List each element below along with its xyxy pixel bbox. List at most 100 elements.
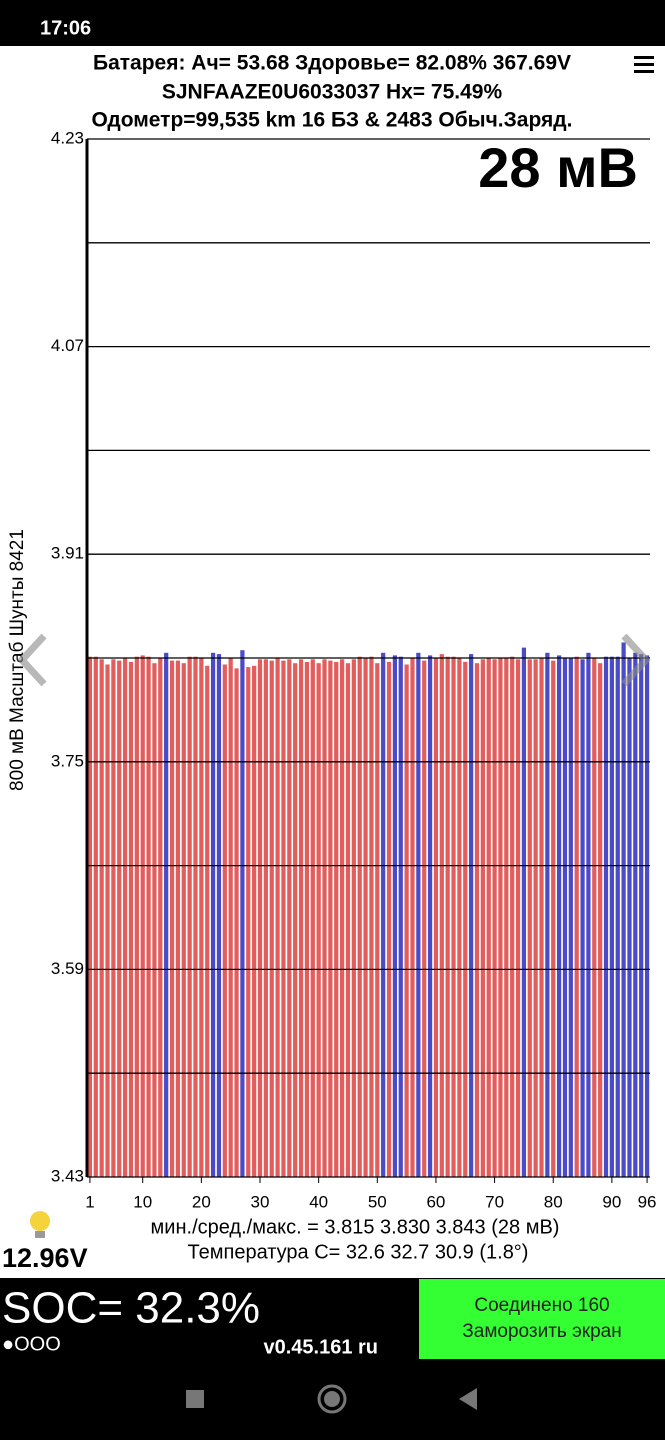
bar <box>111 659 116 1177</box>
bar <box>351 659 356 1177</box>
plot: 3.43 3.59 3.75 3.91 4.07 4.23 1 10 20 30 40 50 60 70 8… <box>51 128 657 1211</box>
bar <box>551 660 556 1177</box>
bar <box>480 659 485 1177</box>
bar <box>562 658 568 1177</box>
y-tick-label: 3.43 <box>51 1166 84 1185</box>
bar <box>117 660 122 1177</box>
bar <box>463 661 468 1177</box>
bar <box>199 658 204 1177</box>
bar <box>515 659 521 1177</box>
bar <box>246 667 251 1177</box>
bar <box>574 656 579 1177</box>
nav-back[interactable] <box>459 1388 477 1410</box>
x-tick-label: 70 <box>485 1192 504 1211</box>
bar <box>334 661 339 1177</box>
bar <box>123 658 128 1177</box>
bar <box>639 654 644 1177</box>
bar <box>533 659 538 1177</box>
bar <box>603 656 609 1177</box>
bar <box>304 661 310 1177</box>
bar <box>375 663 380 1177</box>
bar <box>193 656 198 1177</box>
bar <box>339 659 345 1177</box>
bar <box>386 661 392 1177</box>
dots: ●OOO <box>2 1333 61 1355</box>
bar <box>539 658 544 1177</box>
button-text: Заморозить экран <box>462 1321 621 1342</box>
x-tick-label: 90 <box>602 1192 621 1211</box>
bar <box>527 659 532 1177</box>
bar <box>310 659 315 1177</box>
bar <box>504 658 509 1177</box>
bar <box>87 656 93 1177</box>
bar <box>152 663 157 1177</box>
y-tick-label: 3.59 <box>51 959 84 978</box>
bar <box>644 655 650 1177</box>
prev-arrow[interactable] <box>17 633 47 687</box>
bar <box>158 658 163 1177</box>
button-text: Соединено 160 <box>474 1295 609 1316</box>
bar <box>128 661 134 1177</box>
bar <box>210 652 216 1177</box>
bar <box>580 659 585 1177</box>
y-tick-label: 4.23 <box>51 128 84 147</box>
bar <box>269 660 274 1177</box>
bar <box>521 647 527 1177</box>
bar <box>609 656 614 1177</box>
y-tick-label: 3.91 <box>51 544 84 563</box>
bar <box>545 652 550 1177</box>
x-tick-label: 50 <box>368 1192 387 1211</box>
bar <box>598 663 603 1177</box>
menu-icon[interactable] <box>634 56 654 73</box>
bar <box>592 658 597 1177</box>
bar <box>275 658 280 1177</box>
bar <box>281 660 286 1177</box>
bar <box>99 659 104 1177</box>
bulb-icon <box>30 1211 50 1238</box>
status-bar <box>0 0 665 46</box>
bar <box>363 658 368 1177</box>
bar <box>140 655 145 1177</box>
bar <box>298 659 304 1177</box>
bar <box>469 654 474 1177</box>
bar <box>287 659 292 1177</box>
bar <box>257 659 263 1177</box>
bar <box>181 663 186 1177</box>
bar <box>410 658 415 1177</box>
nav-home[interactable] <box>317 1384 347 1414</box>
bar <box>392 655 398 1177</box>
bar <box>263 659 268 1177</box>
bar <box>164 652 169 1177</box>
x-tick-label: 10 <box>133 1192 152 1211</box>
bar <box>457 658 462 1177</box>
bar <box>439 654 444 1177</box>
stats-line: мин./сред./макс. = 3.815 3.830 3.843 (28… <box>151 1216 560 1238</box>
y-tick-label: 4.07 <box>51 336 84 355</box>
nav-recent[interactable] <box>186 1390 204 1408</box>
bar <box>146 656 151 1177</box>
bar <box>293 663 298 1177</box>
nav-home-dot <box>324 1391 340 1407</box>
bar <box>134 656 139 1177</box>
x-tick-label: 20 <box>192 1192 211 1211</box>
header-line: Батарея: Ач= 53.68 Здоровье= 82.08% 367.… <box>93 52 571 75</box>
bar <box>240 650 245 1177</box>
connect-button[interactable] <box>419 1279 665 1359</box>
bar <box>222 664 227 1177</box>
bar <box>369 656 374 1177</box>
bar <box>445 656 450 1177</box>
x-tick-label: 60 <box>426 1192 445 1211</box>
header-line: Одометр=99,535 km 16 БЗ & 2483 Обыч.Заря… <box>92 109 573 132</box>
bar <box>586 652 591 1177</box>
x-tick-label: 1 <box>85 1192 94 1211</box>
bar <box>621 642 626 1177</box>
bar <box>474 663 480 1177</box>
bar <box>556 655 562 1177</box>
stats-line: Температура С= 32.6 32.7 30.9 (1.8°) <box>188 1241 529 1263</box>
next-arrow[interactable] <box>621 633 651 687</box>
bar <box>216 654 222 1177</box>
bar <box>322 659 327 1177</box>
x-tick-label: 96 <box>638 1192 657 1211</box>
bar <box>510 656 515 1177</box>
x-tick-label: 40 <box>309 1192 328 1211</box>
